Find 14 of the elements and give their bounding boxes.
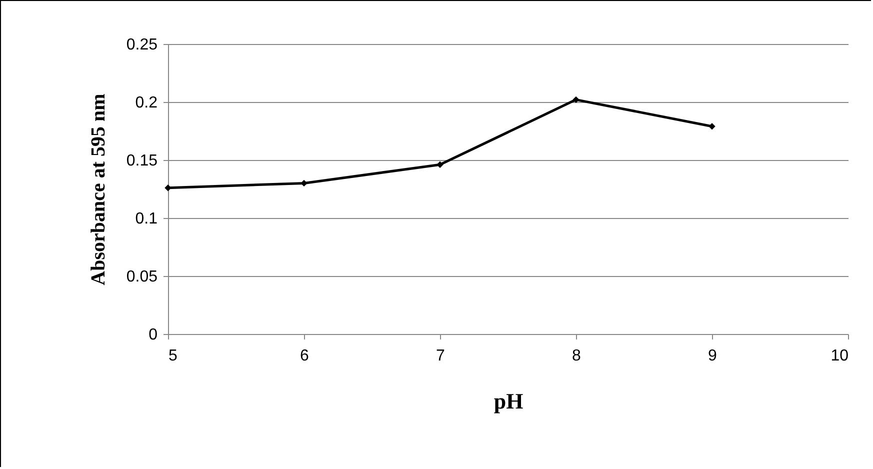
y-tick-label: 0.15 [126, 152, 158, 170]
y-tick-label: 0.1 [135, 210, 158, 228]
x-tick-label: 10 [830, 348, 849, 364]
y-tick-label: 0 [148, 326, 158, 344]
x-axis-title: pH [494, 388, 524, 414]
y-tick-label: 0.05 [126, 268, 158, 286]
y-tick-label: 0.2 [135, 94, 158, 112]
y-axis-title: Absorbance at 595 nm [87, 93, 110, 286]
x-tick-label: 6 [300, 348, 310, 364]
x-tick-label: 7 [436, 348, 446, 364]
x-tick-label: 8 [572, 348, 582, 364]
x-tick-label: 5 [168, 348, 178, 364]
y-tick-label: 0.25 [126, 36, 158, 54]
x-tick-label: 9 [708, 348, 718, 364]
